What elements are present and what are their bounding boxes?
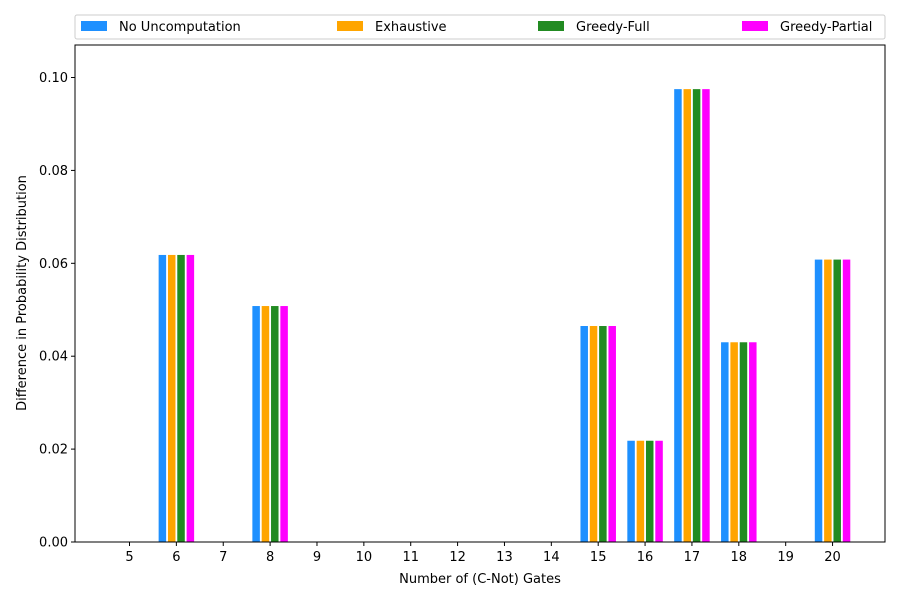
legend-swatch-greedy-partial	[742, 21, 768, 31]
legend-label-greedy-partial: Greedy-Partial	[780, 20, 872, 35]
bar-exhaustive-15	[589, 326, 598, 542]
x-tick-label: 17	[684, 550, 701, 565]
x-axis-label: Number of (C-Not) Gates	[399, 572, 561, 587]
x-tick-label: 20	[824, 550, 841, 565]
x-tick-label: 10	[356, 550, 373, 565]
y-tick-label: 0.02	[39, 443, 68, 458]
bar-greedy-full-15	[599, 326, 607, 542]
x-tick-label: 19	[777, 550, 794, 565]
x-tick-label: 14	[543, 550, 560, 565]
y-tick-label: 0.08	[39, 164, 68, 179]
legend: No Uncomputation Exhaustive Greedy-Full Gre…	[74, 14, 886, 40]
x-tick-label: 11	[402, 550, 419, 565]
bar-greedy-partial-8	[280, 306, 288, 542]
x-tick-label: 8	[266, 550, 274, 565]
legend-box	[74, 14, 886, 40]
bar-greedy-full-18	[739, 342, 748, 542]
legend-swatch-greedy-full	[538, 21, 564, 31]
y-tick-label: 0.10	[39, 71, 68, 86]
legend-swatch-exhaustive	[337, 21, 363, 31]
legend-label-greedy-full: Greedy-Full	[576, 20, 650, 35]
bar-greedy-partial-17	[702, 89, 710, 542]
x-tick-label: 6	[172, 550, 180, 565]
x-axis: 5 6 7 8 9 10 11 12 13 14 15 16 17 18 19 20	[125, 542, 841, 565]
bar-greedy-partial-15	[608, 326, 616, 542]
bar-greedy-partial-16	[655, 440, 663, 542]
legend-label-no-uncomputation: No Uncomputation	[119, 20, 241, 35]
y-tick-label: 0.04	[39, 350, 68, 365]
bar-no-uncomputation-8	[252, 306, 260, 542]
bar-no-uncomputation-16	[627, 440, 635, 542]
bar-exhaustive-20	[824, 259, 832, 542]
bar-no-uncomputation-15	[580, 326, 588, 542]
bar-greedy-full-6	[177, 254, 185, 542]
bar-greedy-full-16	[645, 440, 654, 542]
legend-swatch-no-uncomputation	[81, 21, 107, 31]
bar-exhaustive-17	[683, 89, 692, 542]
y-tick-label: 0.00	[39, 536, 68, 551]
bar-exhaustive-8	[261, 306, 270, 542]
bar-no-uncomputation-6	[158, 254, 167, 542]
bar-exhaustive-6	[167, 254, 176, 542]
x-tick-label: 15	[590, 550, 607, 565]
x-tick-label: 18	[731, 550, 748, 565]
y-axis: 0.00 0.02 0.04 0.06 0.08 0.10	[39, 71, 75, 551]
bar-greedy-partial-18	[749, 342, 757, 542]
y-axis-label: Difference in Probability Distribution	[15, 175, 30, 411]
x-tick-label: 12	[449, 550, 466, 565]
x-tick-label: 7	[219, 550, 227, 565]
bar-no-uncomputation-17	[674, 89, 682, 542]
legend-label-exhaustive: Exhaustive	[375, 20, 447, 35]
bar-greedy-partial-20	[842, 259, 851, 542]
x-tick-label: 13	[496, 550, 513, 565]
bar-no-uncomputation-18	[721, 342, 729, 542]
x-tick-label: 5	[125, 550, 133, 565]
bar-greedy-full-17	[692, 89, 701, 542]
x-tick-label: 16	[637, 550, 654, 565]
plot-frame	[74, 44, 886, 543]
bar-greedy-full-20	[833, 259, 841, 542]
bar-greedy-full-8	[271, 306, 279, 542]
bar-exhaustive-16	[636, 440, 645, 542]
y-tick-label: 0.06	[39, 257, 68, 272]
bar-no-uncomputation-20	[814, 259, 823, 542]
bar-exhaustive-18	[730, 342, 738, 542]
x-tick-label: 9	[313, 550, 321, 565]
plot-area	[74, 44, 886, 543]
bar-greedy-partial-6	[186, 254, 195, 542]
